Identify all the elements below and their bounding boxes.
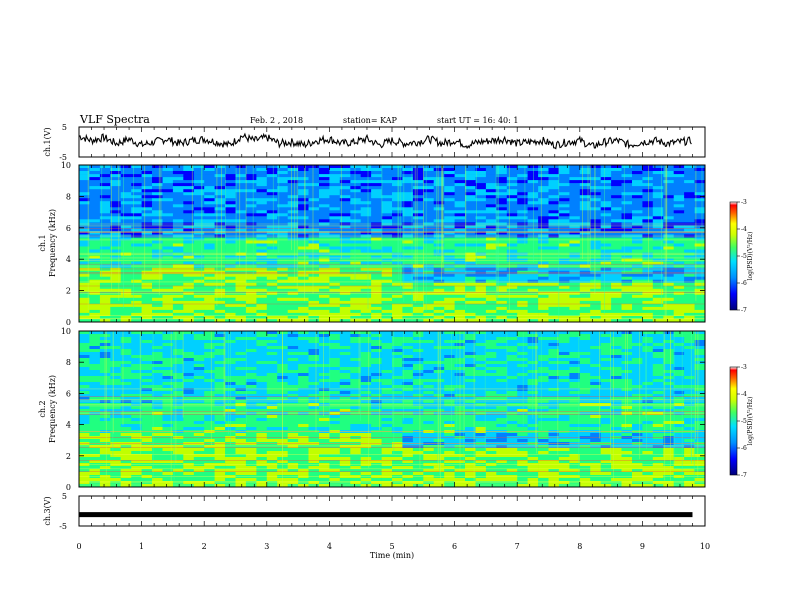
ch2-colorbar-tick-label: -7	[741, 472, 747, 479]
time-tick-label: 9	[640, 542, 645, 551]
ch3-ylabel: ch.3(V)	[43, 496, 52, 525]
ch2-colorbar-tick-label: -4	[741, 391, 747, 398]
ch2-frequency-tick-label: 4	[66, 421, 71, 430]
ch3-ytick-top: 5	[62, 492, 67, 501]
ch1-frequency-tick-label: 8	[66, 192, 71, 201]
ch1-frequency-tick-label: 6	[66, 224, 71, 233]
start-time-label: start UT = 16: 40: 1	[437, 116, 519, 125]
ch1-frequency-ticks: 0 2 4 6 8 10	[61, 161, 705, 327]
ch2-frequency-tick-label: 10	[61, 327, 71, 336]
ch1-colorbar-tick-label: -5	[741, 253, 747, 260]
time-tick-label: 7	[515, 542, 520, 551]
date-label: Feb. 2 , 2018	[250, 116, 304, 125]
ch3-ytick-bottom: -5	[59, 522, 67, 531]
ch2-colorbar-tick-label: -3	[741, 364, 747, 371]
chart-title: VLF Spectra	[80, 113, 150, 126]
time-tick-label: 10	[700, 542, 710, 551]
ch2-colorbar-tick-label: -5	[741, 418, 747, 425]
time-tick-label: 0	[76, 542, 81, 551]
ch2-frequency-ticks: 0 2 4 6 8 10	[61, 327, 705, 492]
ch2-colorbar-label: log(PSD)(V²/Hz)	[747, 397, 754, 446]
ch2-frequency-tick-label: 2	[66, 452, 71, 461]
ch2-frequency-ylabel: Frequency (kHz)	[48, 375, 57, 443]
ch1-colorbar-tick-label: -4	[741, 226, 747, 233]
ch1-waveform-panel: 5 -5 ch.1(V)	[43, 123, 706, 162]
ch1-colorbar-tick-label: -7	[741, 307, 747, 314]
ch1-spectrogram-image	[79, 165, 706, 323]
ch2-frequency-tick-label: 0	[66, 483, 71, 492]
ch1-ytick-top: 5	[62, 123, 67, 132]
ch1-channel-label: ch.1	[38, 234, 47, 251]
ch2-frequency-tick-label: 8	[66, 358, 71, 367]
ch1-frequency-tick-label: 2	[66, 287, 71, 296]
ch1-colorbar-ticks: -3 -4 -5 -6 -7	[737, 199, 747, 314]
time-tick-label: 5	[389, 542, 394, 551]
time-tick-label: 8	[577, 542, 582, 551]
time-axis-ticks: 0 1 2 3 4 5 6 7 8 9 10	[76, 127, 710, 551]
ch1-colorbar	[729, 201, 738, 311]
ch2-colorbar-tick-label: -6	[741, 445, 747, 452]
station-label: station= KAP	[343, 116, 397, 125]
ch1-colorbar-tick-label: -6	[741, 280, 747, 287]
time-axis-label: Time (min)	[370, 551, 414, 560]
ch1-trace-line	[78, 132, 692, 150]
ch1-frequency-tick-label: 4	[66, 255, 71, 264]
ch1-colorbar-label: log(PSD)(V²/Hz)	[747, 232, 754, 281]
ch2-colorbar	[729, 366, 738, 476]
time-tick-label: 6	[452, 542, 457, 551]
ch1-frequency-tick-label: 0	[66, 318, 71, 327]
ch1-frequency-tick-label: 10	[61, 161, 71, 170]
time-tick-label: 3	[264, 542, 269, 551]
time-tick-label: 2	[202, 542, 207, 551]
ch2-frequency-tick-label: 6	[66, 389, 71, 398]
ch2-spectrogram-image	[79, 331, 706, 488]
time-tick-label: 1	[139, 542, 144, 551]
ch2-channel-label: ch.2	[38, 400, 47, 417]
ch1-colorbar-tick-label: -3	[741, 199, 747, 206]
time-tick-label: 4	[327, 542, 332, 551]
ch2-colorbar-ticks: -3 -4 -5 -6 -7	[737, 364, 747, 479]
ch3-waveform-panel: 5 -5 ch.3(V)	[43, 492, 706, 531]
ch1-ylabel: ch.1(V)	[43, 127, 52, 156]
ch1-frequency-ylabel: Frequency (kHz)	[48, 209, 57, 277]
ch1-ytick-bottom: -5	[59, 153, 67, 162]
